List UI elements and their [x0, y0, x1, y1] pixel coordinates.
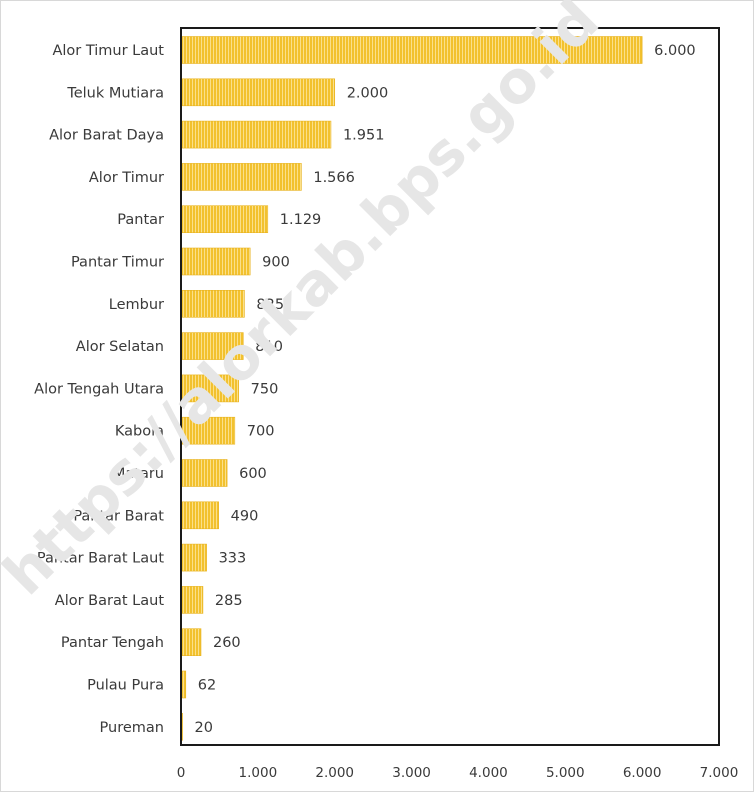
category-label: Alor Selatan: [76, 339, 164, 355]
category-label: Pantar Barat: [73, 508, 164, 524]
data-label: 6.000: [654, 43, 696, 59]
data-label: 20: [195, 720, 213, 736]
data-label: 900: [262, 255, 290, 271]
data-label: 2.000: [347, 85, 389, 101]
bar: [180, 120, 332, 149]
bar: [180, 459, 228, 487]
category-label: Pulau Pura: [87, 678, 164, 694]
category-label: Alor Timur Laut: [52, 43, 164, 59]
x-tick-label: 6.000: [623, 765, 662, 781]
x-tick-label: 4.000: [469, 765, 508, 781]
data-label: 490: [231, 508, 259, 524]
x-tick-label: 3.000: [392, 765, 431, 781]
category-label: Alor Timur: [89, 170, 164, 186]
data-label: 600: [239, 466, 267, 482]
bar: [180, 374, 239, 403]
bar: [180, 501, 219, 530]
x-tick-label: 7.000: [700, 765, 739, 781]
category-label: Pantar Timur: [71, 255, 164, 271]
category-label: Pantar: [117, 212, 164, 228]
x-tick-label: 2.000: [315, 765, 354, 781]
bar: [180, 416, 236, 445]
category-label: Pantar Barat Laut: [37, 551, 164, 567]
bar: [180, 332, 244, 360]
data-label: 825: [256, 297, 284, 313]
bar: [180, 36, 643, 64]
data-label: 810: [255, 339, 283, 355]
bar: [180, 78, 336, 107]
data-label: 1.566: [313, 170, 355, 186]
category-label: Mataru: [113, 466, 164, 482]
data-label: 62: [198, 678, 216, 694]
data-label: 285: [215, 593, 243, 609]
category-label: Teluk Mutiara: [66, 85, 164, 101]
category-label: Lembur: [109, 297, 164, 313]
data-label: 1.951: [343, 128, 385, 144]
bar: [180, 247, 251, 276]
data-label: 750: [251, 381, 279, 397]
category-label: Alor Barat Daya: [49, 128, 164, 144]
data-label: 1.129: [280, 212, 322, 228]
data-label: 333: [219, 551, 247, 567]
x-tick-label: 0: [177, 765, 186, 781]
category-label: Alor Barat Laut: [55, 593, 165, 609]
category-label: Pureman: [100, 720, 164, 736]
bar: [180, 628, 202, 657]
bar: [180, 586, 204, 614]
bar: [180, 543, 207, 572]
category-label: Pantar Tengah: [61, 635, 164, 651]
bar: [180, 163, 302, 191]
bar: [180, 289, 245, 318]
x-tick-label: 5.000: [546, 765, 585, 781]
category-label: Kabola: [115, 424, 164, 440]
data-label: 260: [213, 635, 241, 651]
category-label: Alor Tengah Utara: [34, 381, 164, 397]
plot-area-frame: [180, 27, 720, 746]
bar: [180, 205, 269, 233]
data-label: 700: [247, 424, 275, 440]
x-tick-label: 1.000: [239, 765, 278, 781]
